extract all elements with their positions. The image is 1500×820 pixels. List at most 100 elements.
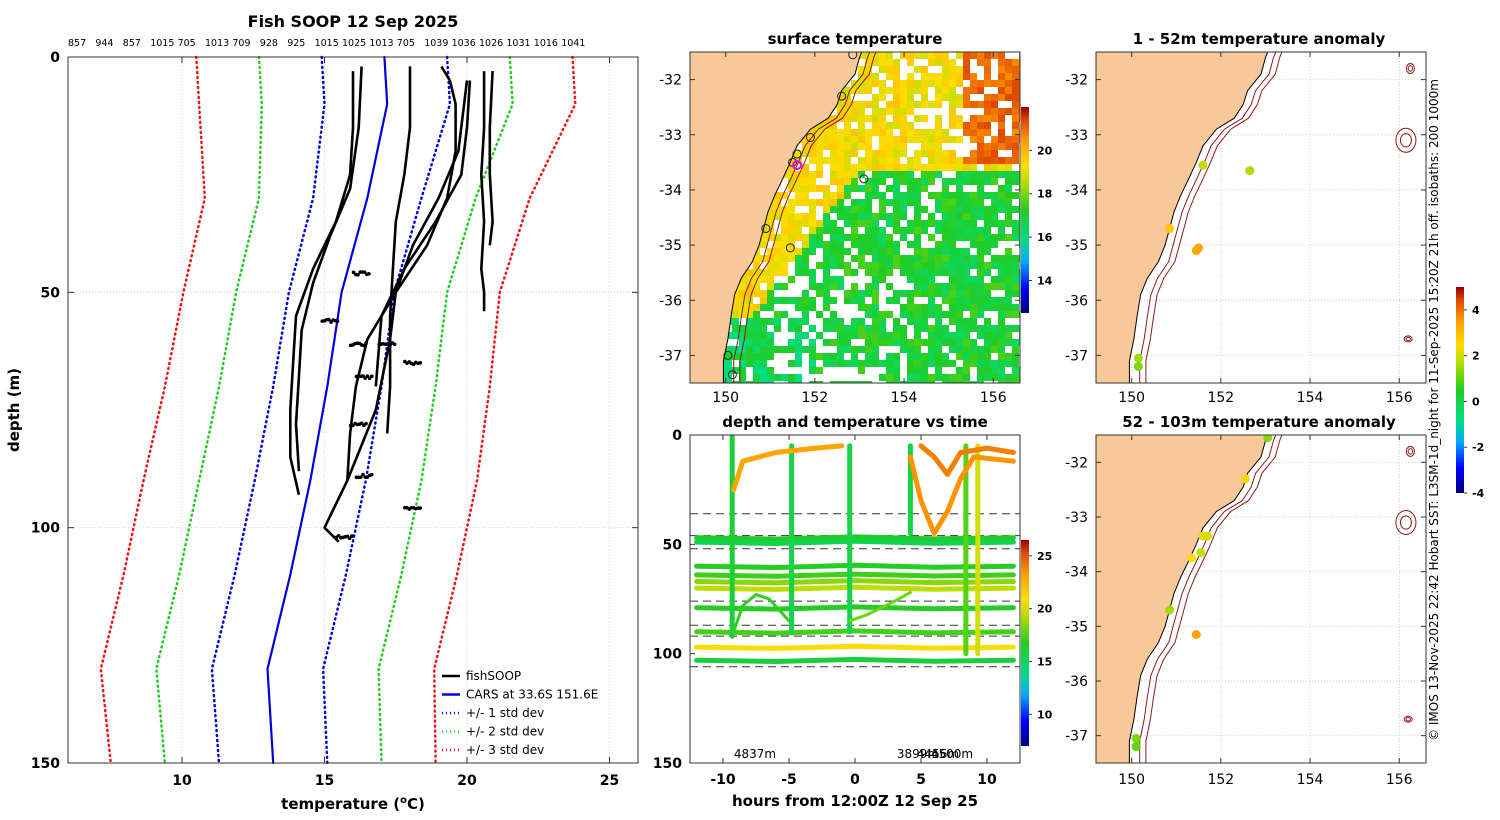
sst-cell bbox=[823, 241, 830, 248]
sst-cell bbox=[851, 283, 858, 290]
sst-cell bbox=[823, 325, 830, 332]
station-circle bbox=[761, 224, 771, 234]
sst-cell bbox=[760, 346, 767, 353]
sst-cell bbox=[1012, 178, 1019, 185]
sst-cell bbox=[984, 143, 991, 150]
sst-cell bbox=[998, 255, 1005, 262]
sst-cell bbox=[921, 73, 928, 80]
sst-cell bbox=[991, 80, 998, 87]
sst-cell bbox=[746, 318, 753, 325]
sst-cell bbox=[823, 136, 830, 143]
sst-cell bbox=[858, 108, 865, 115]
sst-cell bbox=[949, 66, 956, 73]
sst-cell bbox=[886, 164, 893, 171]
sst-cell bbox=[760, 374, 767, 381]
sst-cell bbox=[984, 353, 991, 360]
sst-cell bbox=[914, 360, 921, 367]
sst-cell bbox=[767, 227, 774, 234]
sst-cell bbox=[816, 311, 823, 318]
sst-cell bbox=[956, 220, 963, 227]
sst-cell bbox=[879, 318, 886, 325]
x-tick-label: 154 bbox=[1297, 772, 1324, 788]
sst-cell bbox=[739, 353, 746, 360]
sst-cell bbox=[830, 262, 837, 269]
sst-cell bbox=[1012, 381, 1019, 383]
sst-cell bbox=[921, 101, 928, 108]
sst-cell bbox=[872, 59, 879, 66]
sst-cell bbox=[760, 353, 767, 360]
sst-cell bbox=[963, 66, 970, 73]
sst-cell bbox=[1005, 206, 1012, 213]
sst-cell bbox=[816, 199, 823, 206]
sst-cell bbox=[1005, 283, 1012, 290]
sst-cell bbox=[949, 262, 956, 269]
y-tick-label: 0 bbox=[50, 50, 60, 66]
fishsoop-spot bbox=[370, 374, 374, 379]
sst-cell bbox=[998, 80, 1005, 87]
anomaly-point bbox=[1263, 435, 1273, 443]
sst-cell bbox=[809, 353, 816, 360]
sst-cell bbox=[907, 59, 914, 66]
sst-cell bbox=[1012, 339, 1019, 346]
sst-cell bbox=[788, 199, 795, 206]
sst-cell bbox=[858, 199, 865, 206]
sst-cell bbox=[865, 227, 872, 234]
sst-cell bbox=[984, 269, 991, 276]
x-tick-label: 10 bbox=[172, 773, 192, 789]
sst-cell bbox=[1005, 339, 1012, 346]
sst-cell bbox=[991, 199, 998, 206]
top-label: 1026 bbox=[479, 38, 503, 49]
sst-cell bbox=[928, 136, 935, 143]
y-tick-label: -33 bbox=[1065, 128, 1088, 144]
sst-cell bbox=[858, 87, 865, 94]
sst-cell bbox=[956, 283, 963, 290]
sst-cell bbox=[998, 339, 1005, 346]
std3-curve bbox=[432, 55, 577, 765]
sst-cell bbox=[907, 297, 914, 304]
sst-cell bbox=[914, 283, 921, 290]
sst-cell bbox=[914, 248, 921, 255]
sst-cell bbox=[746, 290, 753, 297]
sst-cell bbox=[865, 234, 872, 241]
sst-cell bbox=[788, 325, 795, 332]
fishsoop-spot bbox=[356, 273, 360, 277]
sst-cell bbox=[816, 185, 823, 192]
sst-cell bbox=[886, 262, 893, 269]
top-label: 709 bbox=[232, 38, 250, 49]
sst-cell bbox=[893, 101, 900, 108]
sst-cell bbox=[977, 213, 984, 220]
sst-frame bbox=[689, 51, 1021, 384]
sst-cell bbox=[739, 360, 746, 367]
sst-cell bbox=[830, 339, 837, 346]
sst-cell bbox=[977, 325, 984, 332]
sst-cell bbox=[970, 87, 977, 94]
sst-cell bbox=[956, 73, 963, 80]
anomaly-point bbox=[1196, 548, 1206, 558]
sst-cell bbox=[788, 234, 795, 241]
sst-cell bbox=[865, 185, 872, 192]
sst-cell bbox=[970, 178, 977, 185]
sst-cell bbox=[942, 157, 949, 164]
sst-cell bbox=[991, 262, 998, 269]
sst-cell bbox=[837, 94, 844, 101]
seamount-contours bbox=[1395, 63, 1417, 343]
sst-cell bbox=[942, 199, 949, 206]
sst-cell bbox=[781, 227, 788, 234]
anomaly-shallow-ticks: 150 152 154 156 -32 -33 -34 -35 -36 -37 bbox=[1065, 52, 1426, 406]
sst-cell bbox=[984, 248, 991, 255]
sst-cell bbox=[844, 213, 851, 220]
sst-cell bbox=[984, 227, 991, 234]
sst-cell bbox=[977, 332, 984, 339]
sst-cell bbox=[977, 150, 984, 157]
sst-cell bbox=[739, 311, 746, 318]
sst-cell bbox=[879, 129, 886, 136]
sst-cell bbox=[1005, 276, 1012, 283]
sst-cell bbox=[963, 283, 970, 290]
sst-cell bbox=[837, 178, 844, 185]
sst-cell bbox=[900, 269, 907, 276]
sst-cell bbox=[893, 374, 900, 381]
side-credit: © IMOS 13-Nov-2025 22:42 Hobart SST: L3S… bbox=[1427, 79, 1441, 741]
sst-cell bbox=[921, 276, 928, 283]
sst-cell bbox=[837, 206, 844, 213]
sst-cell bbox=[942, 234, 949, 241]
